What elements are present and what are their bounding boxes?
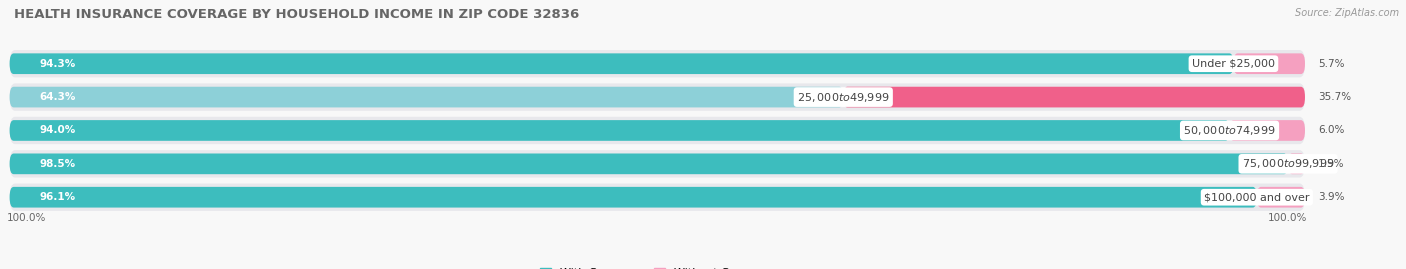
FancyBboxPatch shape xyxy=(10,187,1257,208)
Text: 5.7%: 5.7% xyxy=(1317,59,1344,69)
Text: 100.0%: 100.0% xyxy=(7,213,46,223)
Text: $25,000 to $49,999: $25,000 to $49,999 xyxy=(797,91,890,104)
Text: 6.0%: 6.0% xyxy=(1317,125,1344,136)
Text: Under $25,000: Under $25,000 xyxy=(1192,59,1275,69)
Text: 35.7%: 35.7% xyxy=(1317,92,1351,102)
Legend: With Coverage, Without Coverage: With Coverage, Without Coverage xyxy=(540,268,775,269)
Text: Source: ZipAtlas.com: Source: ZipAtlas.com xyxy=(1295,8,1399,18)
FancyBboxPatch shape xyxy=(10,150,1305,178)
FancyBboxPatch shape xyxy=(10,120,1229,141)
Text: 94.3%: 94.3% xyxy=(39,59,76,69)
Text: $75,000 to $99,999: $75,000 to $99,999 xyxy=(1241,157,1334,170)
FancyBboxPatch shape xyxy=(1257,187,1305,208)
FancyBboxPatch shape xyxy=(10,50,1305,77)
FancyBboxPatch shape xyxy=(10,154,1288,174)
Text: 64.3%: 64.3% xyxy=(39,92,76,102)
Text: 3.9%: 3.9% xyxy=(1317,192,1344,202)
Text: 96.1%: 96.1% xyxy=(39,192,76,202)
FancyBboxPatch shape xyxy=(10,83,1305,111)
Text: $100,000 and over: $100,000 and over xyxy=(1204,192,1309,202)
FancyBboxPatch shape xyxy=(844,87,1305,107)
Text: $50,000 to $74,999: $50,000 to $74,999 xyxy=(1184,124,1275,137)
Text: 100.0%: 100.0% xyxy=(1268,213,1308,223)
FancyBboxPatch shape xyxy=(10,87,844,107)
FancyBboxPatch shape xyxy=(10,53,1233,74)
Text: 94.0%: 94.0% xyxy=(39,125,76,136)
Text: 1.5%: 1.5% xyxy=(1317,159,1344,169)
Text: 98.5%: 98.5% xyxy=(39,159,76,169)
Text: HEALTH INSURANCE COVERAGE BY HOUSEHOLD INCOME IN ZIP CODE 32836: HEALTH INSURANCE COVERAGE BY HOUSEHOLD I… xyxy=(14,8,579,21)
FancyBboxPatch shape xyxy=(1233,53,1305,74)
FancyBboxPatch shape xyxy=(10,117,1305,144)
FancyBboxPatch shape xyxy=(10,183,1305,211)
FancyBboxPatch shape xyxy=(1229,120,1305,141)
FancyBboxPatch shape xyxy=(1288,154,1305,174)
